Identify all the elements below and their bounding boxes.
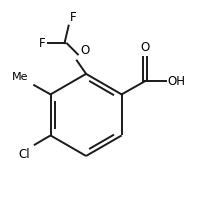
Text: F: F [38, 37, 45, 50]
Text: O: O [140, 41, 149, 54]
Text: Me: Me [11, 72, 28, 82]
Text: OH: OH [167, 74, 184, 87]
Text: O: O [80, 44, 89, 57]
Text: F: F [69, 11, 76, 24]
Text: Cl: Cl [18, 148, 30, 161]
